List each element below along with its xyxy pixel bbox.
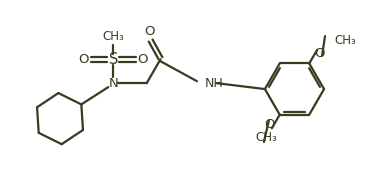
Text: O: O xyxy=(144,25,155,38)
Text: N: N xyxy=(108,77,118,90)
Text: CH₃: CH₃ xyxy=(335,34,356,47)
Text: O: O xyxy=(137,53,148,66)
Text: O: O xyxy=(314,47,324,60)
Text: O: O xyxy=(265,118,275,131)
Text: NH: NH xyxy=(205,77,224,90)
Text: CH₃: CH₃ xyxy=(102,30,124,43)
Text: CH₃: CH₃ xyxy=(255,131,277,144)
Text: O: O xyxy=(79,53,89,66)
Text: S: S xyxy=(108,52,118,67)
